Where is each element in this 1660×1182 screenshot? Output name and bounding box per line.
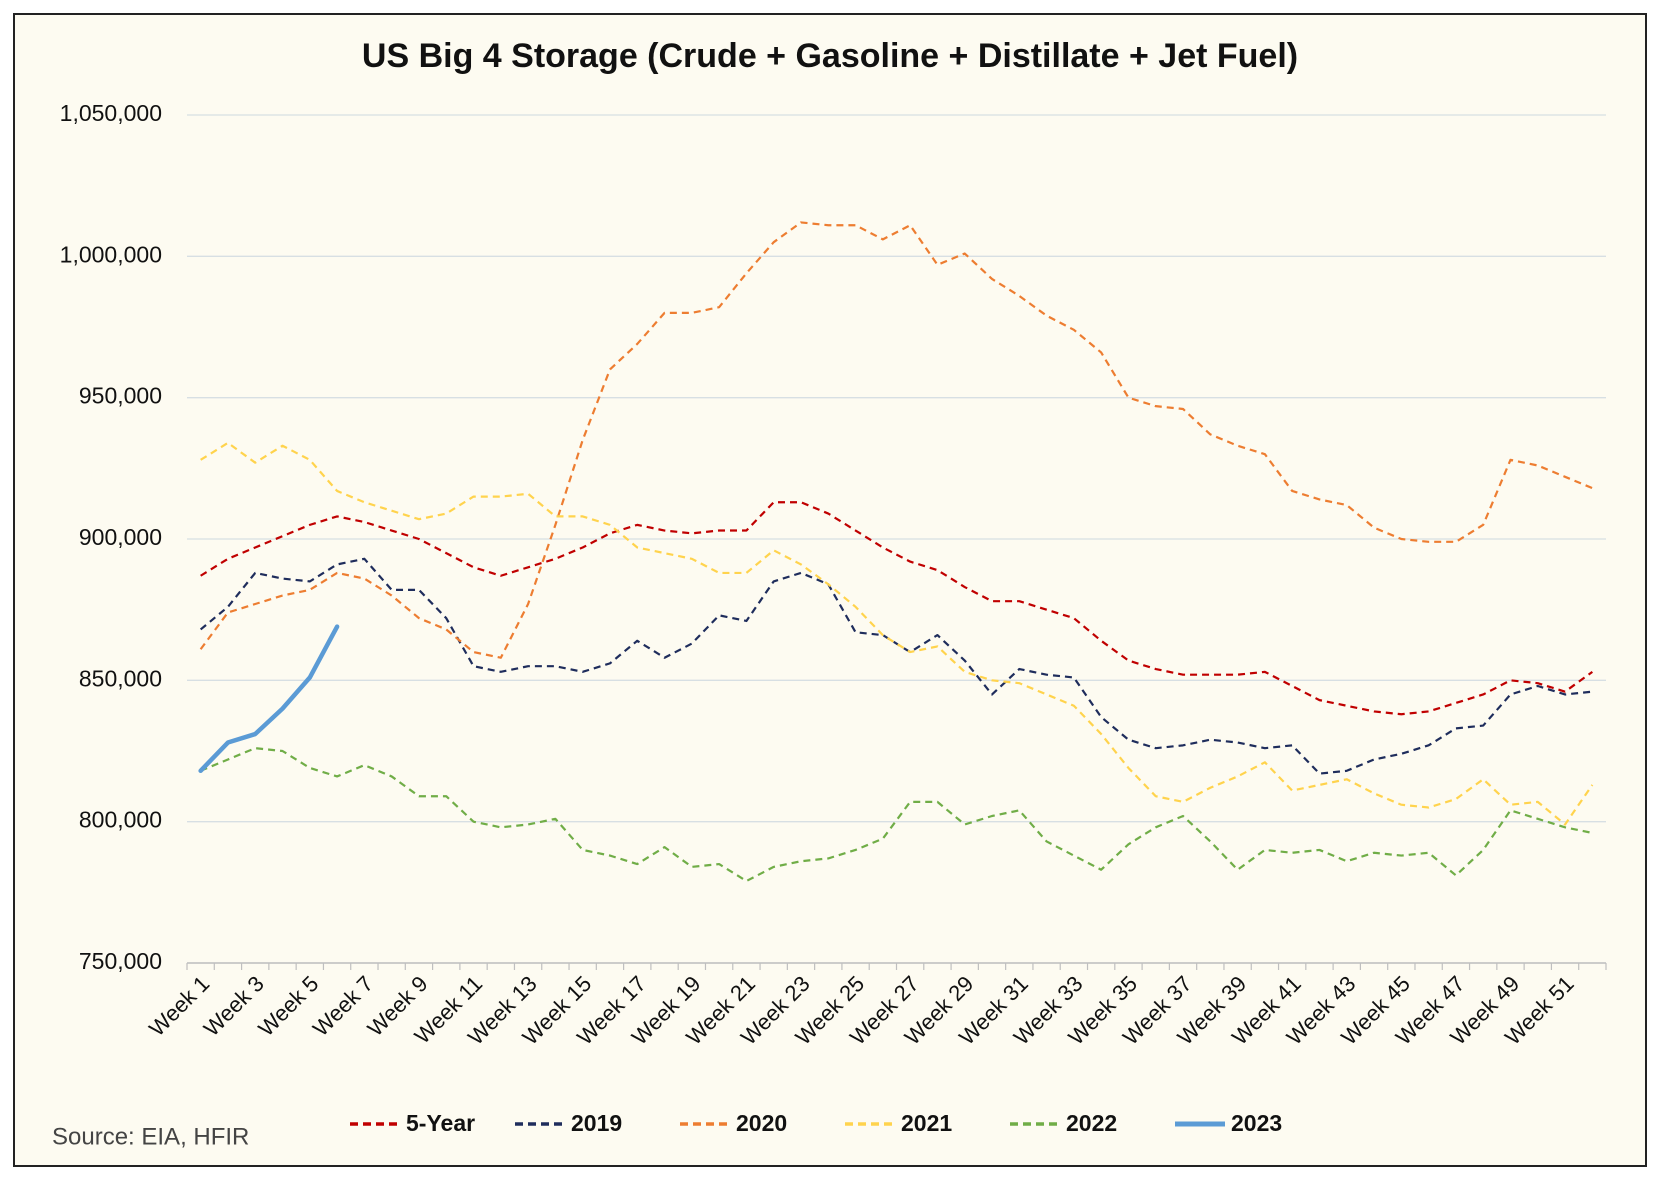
y-tick-label: 800,000 bbox=[79, 807, 162, 833]
chart-title: US Big 4 Storage (Crude + Gasoline + Dis… bbox=[362, 37, 1298, 75]
y-tick-label: 900,000 bbox=[79, 524, 162, 550]
source-note: Source: EIA, HFIR bbox=[52, 1123, 249, 1150]
series-line bbox=[199, 221, 1593, 659]
y-tick-label: 1,050,000 bbox=[60, 100, 162, 126]
legend-label: 2019 bbox=[571, 1110, 622, 1136]
y-tick-label: 950,000 bbox=[79, 383, 162, 409]
legend: 5-Year 2019 2020 2021 2022 2023 bbox=[350, 1110, 1282, 1136]
series-line bbox=[200, 747, 1593, 883]
legend-label: 2022 bbox=[1066, 1110, 1117, 1136]
plot bbox=[198, 221, 1594, 883]
series-line bbox=[200, 501, 1594, 716]
legend-label: 2023 bbox=[1231, 1110, 1282, 1136]
series-line bbox=[199, 557, 1593, 775]
series-line bbox=[198, 624, 340, 774]
legend-label: 2020 bbox=[736, 1110, 787, 1136]
y-tick-label: 750,000 bbox=[79, 948, 162, 974]
y-tick-label: 1,000,000 bbox=[60, 241, 162, 267]
y-tick-label: 850,000 bbox=[79, 665, 162, 691]
legend-label: 2021 bbox=[901, 1110, 952, 1136]
series-line bbox=[200, 441, 1594, 826]
legend-label: 5-Year bbox=[406, 1110, 475, 1136]
chart-frame bbox=[13, 13, 1647, 1167]
